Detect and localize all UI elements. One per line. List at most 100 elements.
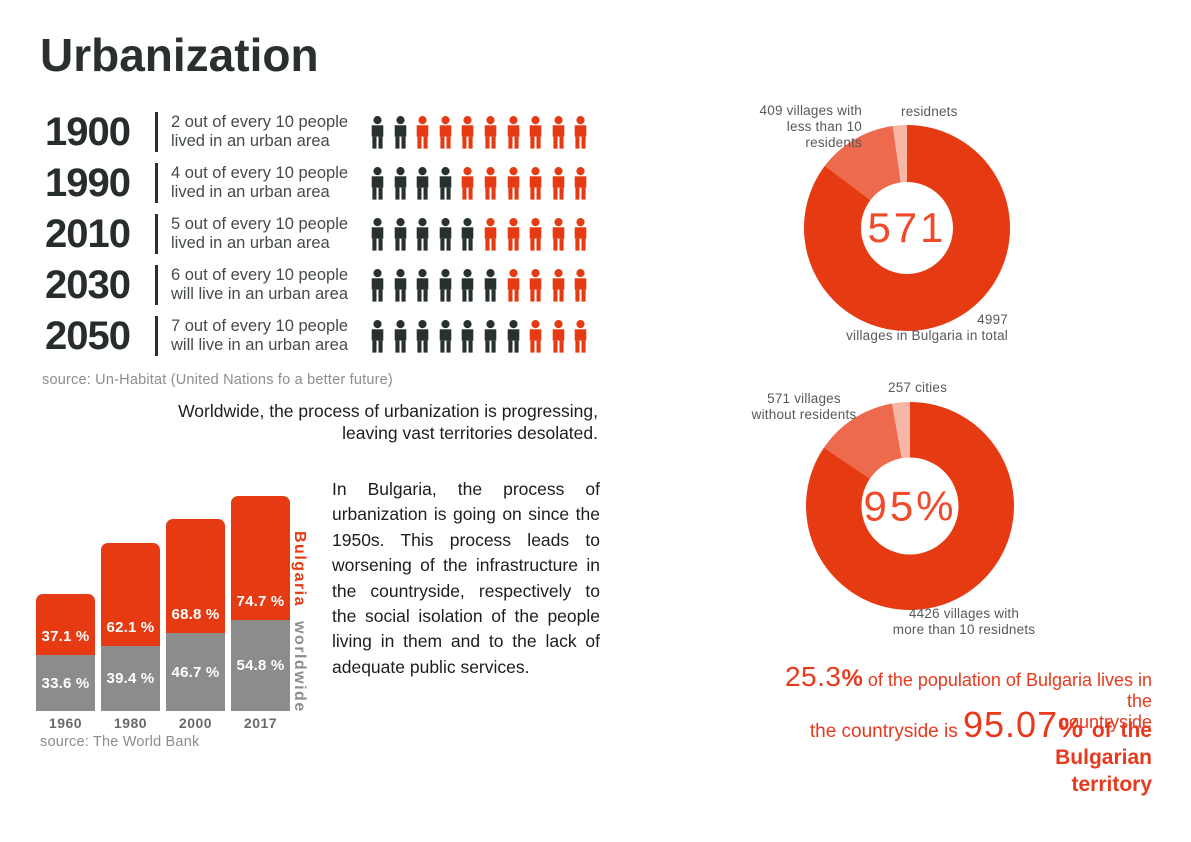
year-description: 6 out of every 10 people will live in an… bbox=[171, 266, 349, 303]
year-description: 5 out of every 10 people lived in an urb… bbox=[171, 215, 349, 252]
pictogram-row: 2010 5 out of every 10 people lived in an… bbox=[45, 212, 605, 256]
person-icon-wrap bbox=[505, 268, 522, 302]
person-icon-wrap bbox=[369, 268, 386, 302]
person-icon bbox=[371, 166, 384, 200]
person-icon-wrap bbox=[369, 166, 386, 200]
person-icon-wrap bbox=[527, 115, 544, 149]
person-icon-wrap bbox=[392, 268, 409, 302]
year-label: 2050 bbox=[45, 314, 131, 358]
slice-label-residnets: residnets bbox=[901, 104, 958, 119]
person-icon-wrap bbox=[505, 319, 522, 353]
person-icon-wrap bbox=[572, 166, 589, 200]
person-icon-wrap bbox=[550, 217, 567, 251]
person-icon-wrap bbox=[550, 268, 567, 302]
person-icon-wrap bbox=[482, 217, 499, 251]
person-icon bbox=[439, 319, 452, 353]
bar-segment-worldwide: 46.7 % bbox=[166, 633, 225, 711]
slice-label-409-villages: 409 villages with less than 10 residents bbox=[759, 103, 862, 150]
year-divider bbox=[155, 316, 158, 356]
year-divider bbox=[155, 265, 158, 305]
year-description: 2 out of every 10 people lived in an urb… bbox=[171, 113, 349, 150]
stat-text-pre: the countryside is bbox=[809, 721, 963, 742]
person-icon-wrap bbox=[459, 166, 476, 200]
person-icons bbox=[369, 115, 589, 149]
person-icon bbox=[507, 166, 519, 200]
bar-value-label: 68.8 % bbox=[171, 606, 220, 624]
person-icon bbox=[507, 319, 519, 353]
person-icon-wrap bbox=[482, 268, 499, 302]
pictogram-row: 1900 2 out of every 10 people lived in an… bbox=[45, 110, 605, 154]
unhabitat-source: source: Un-Habitat (United Nations fo a … bbox=[42, 372, 393, 388]
person-icon bbox=[552, 115, 565, 149]
person-icon bbox=[552, 217, 565, 251]
person-icon bbox=[529, 217, 542, 251]
person-icon bbox=[462, 166, 474, 200]
bar-value-label: 54.8 % bbox=[236, 657, 285, 675]
person-icon bbox=[575, 319, 587, 353]
person-icon-wrap bbox=[414, 319, 431, 353]
person-icon bbox=[484, 166, 497, 200]
person-icon bbox=[529, 115, 542, 149]
person-icon-wrap bbox=[414, 115, 431, 149]
donut-center-value: 95% bbox=[863, 482, 957, 529]
x-axis-tick-label: 2017 bbox=[243, 715, 278, 731]
person-icon-wrap bbox=[550, 115, 567, 149]
series-label-worldwide: worldwide bbox=[291, 621, 308, 713]
person-icon-wrap bbox=[392, 115, 409, 149]
person-icon-wrap bbox=[527, 166, 544, 200]
person-icon-wrap bbox=[482, 166, 499, 200]
person-icon bbox=[484, 217, 497, 251]
person-icon-wrap bbox=[392, 217, 409, 251]
person-icon bbox=[394, 217, 406, 251]
person-icon bbox=[552, 319, 565, 353]
person-icon bbox=[529, 268, 542, 302]
person-icon bbox=[484, 268, 497, 302]
intro-paragraph: Worldwide, the process of urbanization i… bbox=[178, 401, 598, 443]
year-label: 2030 bbox=[45, 263, 131, 307]
stat-territory: the countryside is 95.07% of the Bulgari… bbox=[712, 707, 1152, 799]
person-icon bbox=[394, 319, 406, 353]
bar-value-label: 46.7 % bbox=[171, 663, 220, 681]
person-icon bbox=[575, 115, 587, 149]
bar-segment-bulgaria: 68.8 % bbox=[166, 519, 225, 634]
bulgaria-paragraph: In Bulgaria, the process of urbanization… bbox=[332, 479, 600, 677]
person-icon bbox=[462, 217, 474, 251]
person-icon-wrap bbox=[414, 217, 431, 251]
person-icon bbox=[439, 217, 452, 251]
person-icon bbox=[575, 166, 587, 200]
person-icon-wrap bbox=[459, 319, 476, 353]
person-icon-wrap bbox=[550, 319, 567, 353]
person-icon bbox=[439, 268, 452, 302]
person-icon-wrap bbox=[392, 166, 409, 200]
bar-chart-category-axis: 1960 1980 2000 2017 bbox=[36, 715, 290, 731]
person-icon-wrap bbox=[572, 268, 589, 302]
year-divider bbox=[155, 112, 158, 152]
bar-value-label: 74.7 % bbox=[236, 593, 285, 611]
person-icon-wrap bbox=[414, 166, 431, 200]
person-icon bbox=[552, 268, 565, 302]
person-icon-wrap bbox=[550, 166, 567, 200]
person-icon bbox=[416, 115, 429, 149]
person-icon bbox=[394, 115, 406, 149]
bar-column: 74.7 % 54.8 % bbox=[231, 496, 290, 711]
bar-segment-worldwide: 39.4 % bbox=[101, 645, 160, 711]
pictogram-row: 1990 4 out of every 10 people lived in an… bbox=[45, 161, 605, 205]
person-icon-wrap bbox=[505, 166, 522, 200]
stat-number: 95.07 bbox=[963, 704, 1059, 745]
bar-column: 37.1 % 33.6 % bbox=[36, 593, 95, 711]
year-label: 1900 bbox=[45, 110, 131, 154]
year-divider bbox=[155, 214, 158, 254]
person-icon bbox=[462, 115, 474, 149]
donut-hole: 571 bbox=[861, 182, 953, 274]
stat-number: 25.3 bbox=[784, 661, 842, 692]
person-icon bbox=[484, 115, 497, 149]
year-label: 1990 bbox=[45, 161, 131, 205]
year-label: 2010 bbox=[45, 212, 131, 256]
person-icon bbox=[575, 217, 587, 251]
stat-text-bold: of the Bulgarian territory bbox=[1055, 719, 1152, 796]
x-axis-tick-label: 2000 bbox=[178, 715, 213, 731]
person-icon bbox=[371, 319, 384, 353]
person-icon-wrap bbox=[527, 319, 544, 353]
person-icon-wrap bbox=[369, 217, 386, 251]
person-icon-wrap bbox=[572, 319, 589, 353]
